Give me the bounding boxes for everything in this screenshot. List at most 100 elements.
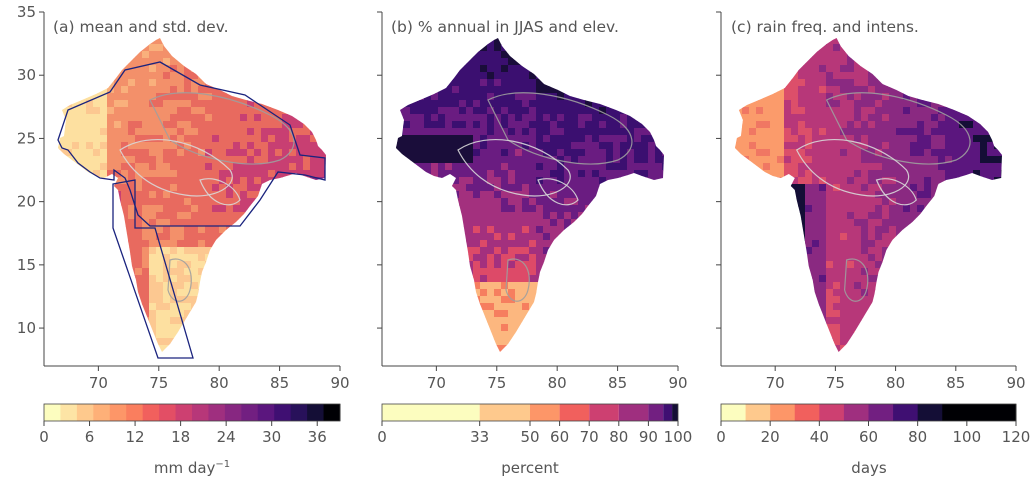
map-cell [735,38,736,45]
map-cell [310,233,318,241]
map-cell [79,331,87,339]
map-cell [592,107,600,115]
map-cell [599,261,607,269]
map-cell [459,338,467,346]
map-cell [445,226,453,234]
map-cell [613,219,621,227]
map-cell [184,254,192,262]
map-cell [100,240,108,248]
map-cell [310,282,318,290]
map-cell [324,198,326,206]
map-cell [459,177,467,185]
map-cell [763,135,771,143]
map-cell [226,93,234,101]
map-cell [770,58,778,66]
map-cell [882,149,890,157]
map-cell [557,72,565,80]
map-cell [655,219,663,227]
map-cell [784,38,792,45]
map-cell [627,254,635,262]
map-cell [676,44,683,51]
map-cell [445,198,453,206]
map-cell [261,72,269,80]
map-cell [452,226,460,234]
map-cell [107,324,115,332]
map-cell [959,135,967,143]
map-cell [268,156,276,164]
map-cell [861,51,869,59]
region-outline-central [57,61,326,227]
map-cell [107,156,115,164]
map-cell [403,93,411,101]
map-cell [494,261,502,269]
map-cell [58,163,59,171]
map-cell [303,338,311,346]
map-cell [550,282,558,290]
map-cell [473,163,481,171]
map-cell [896,121,904,129]
map-cell [613,212,621,220]
map-cell [889,79,897,87]
map-cell [184,72,192,80]
map-cell [261,30,268,37]
map-cell [501,72,509,80]
map-cell [58,198,59,206]
map-cell [100,282,108,290]
map-cell [763,51,771,59]
map-cell [606,58,614,66]
map-cell [289,44,297,52]
map-cell [550,86,558,94]
map-cell [219,240,227,248]
map-cell [310,58,318,66]
map-cell [599,142,607,150]
map-cell [331,324,338,331]
map-cell [338,275,345,282]
map-cell [86,163,94,171]
map-cell [331,317,338,324]
map-cell [338,135,345,142]
map-cell [324,352,331,359]
map-cell [170,310,178,318]
map-cell [254,310,262,318]
map-cell [184,135,192,143]
map-cell [438,100,446,108]
map-cell [149,170,157,178]
map-cell [240,121,248,129]
map-cell [669,324,676,331]
map-cell [676,198,683,205]
map-cell [833,38,841,45]
map-cell [648,93,656,101]
map-cell [268,38,276,45]
map-cell [805,51,813,59]
map-cell [480,163,488,171]
map-cell [254,282,262,290]
map-cell [452,142,460,150]
map-cell [459,359,466,366]
map-cell [599,184,607,192]
map-cell [536,331,544,339]
map-cell [198,177,206,185]
map-cell [550,247,558,255]
map-cell [240,156,248,164]
map-cell [515,338,523,346]
map-cell [676,128,683,135]
map-cell [303,65,311,73]
map-cell [627,205,635,213]
map-cell [627,338,635,346]
map-cell [980,38,988,45]
map-cell [156,331,164,339]
map-cell [543,142,551,150]
map-cell [634,338,642,346]
map-cell [749,156,757,164]
map-cell [980,149,988,157]
map-cell [86,121,94,129]
map-cell [599,317,607,325]
map-cell [282,289,290,297]
map-cell [578,44,586,52]
map-cell [501,128,509,136]
map-cell [198,142,206,150]
map-cell [487,72,495,80]
map-cell [317,233,325,241]
map-cell [1008,114,1015,121]
map-cell [338,219,345,226]
